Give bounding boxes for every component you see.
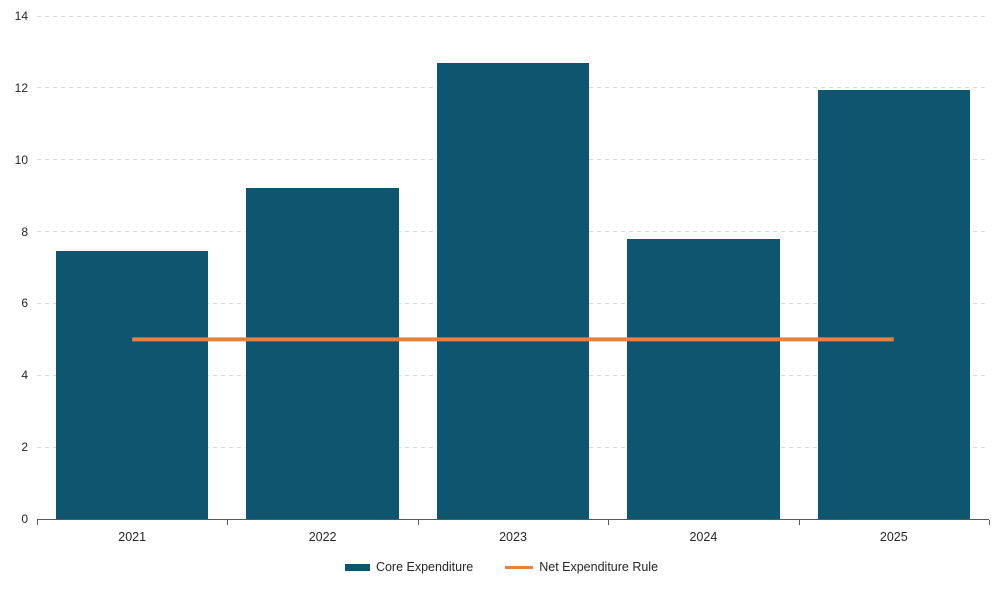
y-tick-label-8: 8: [21, 224, 28, 239]
x-axis-tick: [37, 520, 38, 525]
x-axis-tick: [417, 520, 419, 525]
x-axis-tick: [989, 520, 990, 525]
bar-2025: [817, 89, 970, 519]
x-axis-tick: [798, 520, 800, 525]
y-tick-label-14: 14: [14, 9, 28, 23]
gridline-y-14: [37, 15, 989, 17]
legend-item-core-expenditure: Core Expenditure: [344, 560, 474, 574]
y-tick-label-12: 12: [14, 80, 28, 95]
legend-label-core-expenditure: Core Expenditure: [375, 560, 474, 574]
y-tick-label-2: 2: [21, 440, 28, 455]
x-axis-tick: [608, 520, 610, 525]
legend: Core Expenditure Net Expenditure Rule: [0, 556, 1003, 578]
y-tick-label-4: 4: [21, 368, 28, 383]
x-axis-line: [37, 519, 989, 520]
x-tick-label-2023: 2023: [499, 530, 527, 544]
x-tick-label-2025: 2025: [879, 530, 908, 544]
x-axis-tick: [227, 520, 229, 525]
bar-2023: [436, 62, 590, 519]
x-tick-label-2024: 2024: [689, 530, 718, 544]
bar-2024: [627, 238, 780, 519]
legend-swatch-core: [344, 563, 370, 571]
legend-label-net-expenditure-rule: Net Expenditure Rule: [539, 560, 659, 574]
legend-swatch-rule: [505, 565, 534, 569]
legend-item-net-expenditure-rule: Net Expenditure Rule: [505, 560, 658, 574]
y-tick-label-10: 10: [14, 152, 28, 167]
bar-2021: [56, 251, 209, 519]
bar-2022: [246, 188, 399, 519]
y-tick-label-6: 6: [21, 296, 28, 311]
y-tick-label-0: 0: [21, 512, 28, 526]
x-tick-label-2021: 2021: [118, 530, 147, 544]
x-tick-label-2022: 2022: [308, 530, 337, 544]
